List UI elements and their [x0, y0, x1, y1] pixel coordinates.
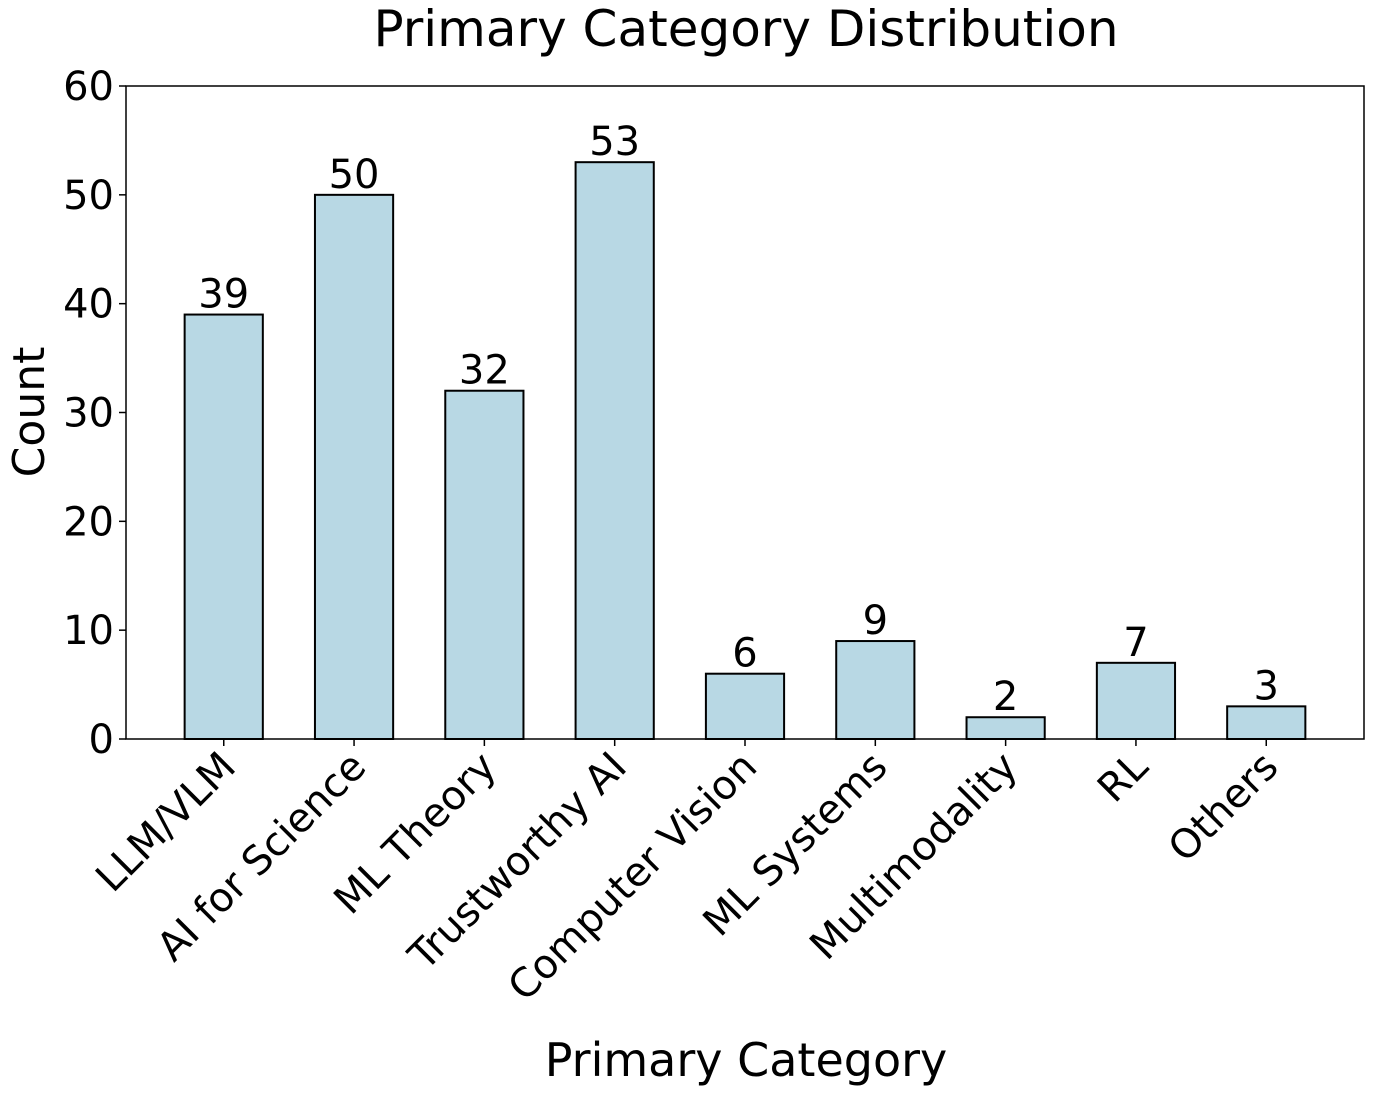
- bar: [313, 193, 395, 741]
- y-axis-title: Count: [4, 347, 55, 478]
- x-tick-label: Trustworthy AI: [400, 744, 636, 980]
- bar: [1226, 705, 1307, 740]
- y-tick-label: 50: [63, 173, 114, 219]
- bar-value-label: 32: [459, 348, 510, 394]
- x-axis-title: Primary Category: [545, 1033, 948, 1087]
- bar-value-label: 6: [732, 631, 757, 677]
- bar: [965, 716, 1046, 741]
- bar: [704, 672, 786, 741]
- x-tick-label: RL: [1089, 743, 1157, 811]
- bar: [1095, 661, 1177, 740]
- bar-value-label: 39: [198, 272, 249, 318]
- x-tick-label: Computer Vision: [500, 744, 767, 1011]
- bar-value-label: 50: [329, 152, 380, 198]
- y-tick-label: 30: [63, 391, 114, 437]
- bar: [444, 389, 525, 740]
- y-axis: 0 10 20 30 40 50 60: [63, 64, 126, 763]
- bar-value-label: 7: [1123, 620, 1148, 666]
- bar-value-label: 9: [863, 598, 888, 644]
- bar: [183, 313, 264, 740]
- value-labels-layer: 39 50 32 53 6 9 2 7 3: [198, 119, 1279, 720]
- chart-title: Primary Category Distribution: [373, 0, 1118, 58]
- y-tick-label: 20: [63, 499, 114, 545]
- y-tick-label: 0: [89, 717, 114, 763]
- y-tick-label: 10: [63, 608, 114, 654]
- bar: [574, 161, 655, 740]
- bar-value-label: 2: [993, 674, 1018, 720]
- bar: [835, 640, 916, 740]
- bar-value-label: 3: [1254, 663, 1279, 709]
- x-tick-label: Others: [1160, 744, 1288, 872]
- bar-value-label: 53: [589, 119, 640, 165]
- bars-layer: [183, 161, 1307, 741]
- y-tick-label: 60: [63, 64, 114, 110]
- y-tick-label: 40: [63, 282, 114, 328]
